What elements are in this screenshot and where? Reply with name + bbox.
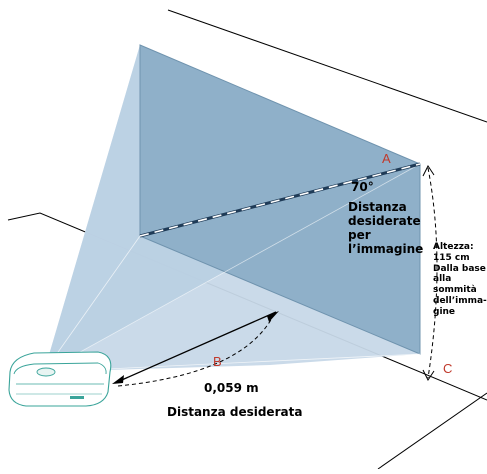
height-arrow-bottom bbox=[422, 369, 435, 381]
diagonal-label-line: per bbox=[348, 228, 371, 243]
height-label-line: sommità bbox=[433, 285, 477, 296]
distance-arrowhead-start bbox=[112, 375, 124, 384]
height-arrow-top bbox=[422, 165, 435, 177]
diagonal-label-line: Distanza bbox=[348, 200, 407, 214]
height-label-line: alla bbox=[433, 274, 452, 285]
height-label-line: Altezza: bbox=[433, 242, 474, 252]
height-label-line: dell’imma- bbox=[433, 295, 487, 306]
projector-icon bbox=[8, 351, 112, 407]
distance-arrow-line bbox=[114, 311, 277, 384]
height-label: Altezza: 115 cm Dalla base alla sommità … bbox=[433, 242, 487, 318]
height-label-line: gine bbox=[433, 306, 456, 317]
diagonal-distance-label: Distanza desiderate per l’immagine bbox=[348, 200, 423, 257]
distance-value-label: 0,059 m bbox=[204, 381, 259, 395]
distance-caption-label: Distanza desiderata bbox=[167, 405, 303, 419]
height-arc bbox=[427, 167, 438, 379]
diagonal-label-line: desiderate bbox=[348, 214, 421, 229]
beam-edge-lower bbox=[43, 235, 141, 373]
height-label-line: Dalla base bbox=[433, 263, 486, 274]
angle-label: 70° bbox=[351, 180, 374, 194]
distance-arrowhead-end bbox=[267, 311, 279, 322]
ceiling-wall-edge bbox=[167, 9, 487, 123]
diagonal-line-dash bbox=[139, 163, 421, 237]
floor-corner-edge bbox=[377, 392, 487, 470]
point-a-label: A bbox=[382, 151, 391, 166]
diagonal-label-line: l’immagine bbox=[348, 242, 424, 257]
height-label-line: 115 cm bbox=[433, 252, 470, 263]
beam-edge-center bbox=[43, 163, 421, 373]
point-b-label: B bbox=[213, 354, 222, 369]
point-c-label: C bbox=[443, 361, 453, 376]
